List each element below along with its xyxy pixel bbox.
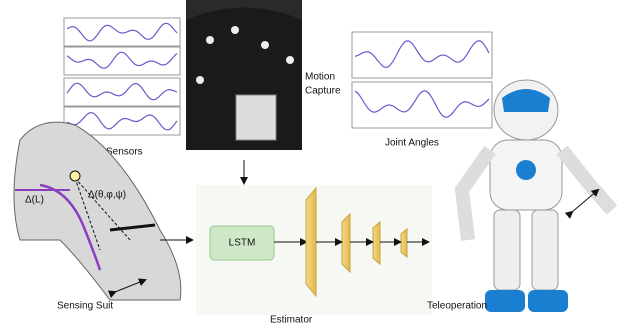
capture-label: Capture (305, 86, 341, 97)
figure: Motion Capture Joint Angles Sensors Δ(L)… (0, 0, 628, 333)
delta-angles-label: Δ(θ,φ,ψ) (88, 190, 126, 201)
lstm-label: LSTM (229, 238, 256, 249)
sensor-plots (64, 18, 180, 135)
teleoperation-label: Teleoperation (427, 301, 487, 312)
joint-angles-label: Joint Angles (385, 138, 439, 149)
motion-capture-photo (186, 0, 302, 150)
estimator-label: Estimator (270, 315, 313, 326)
motion-label: Motion (305, 72, 335, 83)
joint-angle-plots (352, 32, 492, 128)
sensing-suit-label: Sensing Suit (57, 301, 113, 312)
sensing-suit-drawing (14, 122, 181, 300)
delta-l-label: Δ(L) (25, 195, 44, 206)
